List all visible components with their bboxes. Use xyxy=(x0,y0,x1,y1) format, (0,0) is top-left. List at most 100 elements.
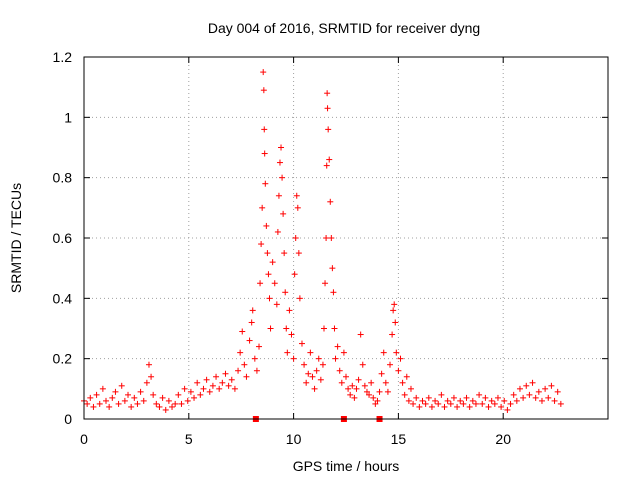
data-point xyxy=(239,328,246,335)
data-point xyxy=(403,373,410,380)
data-point xyxy=(301,361,308,368)
data-point xyxy=(476,391,483,398)
data-point xyxy=(243,373,250,380)
data-point xyxy=(282,289,289,296)
data-point xyxy=(349,382,356,389)
data-point xyxy=(90,403,97,410)
data-point xyxy=(278,144,285,151)
data-point xyxy=(96,400,103,407)
data-point xyxy=(125,391,132,398)
data-point xyxy=(298,340,305,347)
data-point xyxy=(328,235,335,241)
data-point xyxy=(172,400,179,407)
data-point xyxy=(323,162,330,169)
data-point xyxy=(143,379,150,386)
data-point xyxy=(395,367,402,374)
data-point xyxy=(447,400,454,407)
data-point xyxy=(523,382,530,389)
data-point xyxy=(322,280,329,287)
data-point xyxy=(472,400,479,407)
data-point xyxy=(274,228,281,235)
data-point xyxy=(405,397,412,404)
data-point xyxy=(260,69,267,76)
data-point xyxy=(137,388,144,395)
data-point xyxy=(353,385,360,392)
data-point xyxy=(280,210,287,217)
data-point xyxy=(209,382,216,389)
data-point xyxy=(441,403,448,410)
data-point xyxy=(303,379,310,386)
data-point xyxy=(246,337,253,344)
data-point xyxy=(482,394,489,401)
data-point xyxy=(165,397,172,404)
data-point xyxy=(410,400,417,407)
data-point xyxy=(315,355,322,362)
data-point xyxy=(263,222,270,229)
plot-frame xyxy=(83,56,609,420)
data-point xyxy=(273,301,280,308)
data-point xyxy=(435,400,442,407)
data-point xyxy=(118,382,125,389)
data-point xyxy=(150,391,157,398)
data-point xyxy=(351,394,358,401)
data-point xyxy=(389,331,396,338)
data-point xyxy=(275,192,282,199)
data-point xyxy=(338,379,345,386)
data-point xyxy=(551,397,558,404)
data-point xyxy=(219,379,226,386)
data-point xyxy=(222,370,229,377)
data-point xyxy=(513,397,520,404)
data-point xyxy=(115,400,122,407)
data-point xyxy=(376,388,383,395)
data-point xyxy=(228,376,235,383)
data-point xyxy=(504,406,511,413)
data-point xyxy=(283,325,290,332)
data-point xyxy=(134,400,141,407)
data-point xyxy=(84,400,91,407)
data-point xyxy=(264,250,271,257)
data-points xyxy=(81,69,564,413)
data-point xyxy=(469,397,476,404)
data-point xyxy=(391,301,398,308)
data-point xyxy=(178,400,185,407)
data-point xyxy=(259,204,266,211)
data-point xyxy=(355,376,362,383)
data-point xyxy=(279,174,286,181)
data-point xyxy=(479,400,486,407)
data-point xyxy=(361,382,368,389)
data-point xyxy=(288,331,295,338)
data-point xyxy=(191,394,198,401)
data-point xyxy=(309,373,316,380)
data-point xyxy=(200,385,207,392)
data-point xyxy=(267,325,274,332)
data-point xyxy=(399,379,406,386)
data-point xyxy=(463,394,470,401)
data-point xyxy=(542,385,549,392)
y-tick-label: 1.2 xyxy=(53,49,73,65)
chart-title: Day 004 of 2016, SRMTID for receiver dyn… xyxy=(208,20,480,36)
data-point xyxy=(340,349,347,356)
y-tick-label: 0.2 xyxy=(53,351,73,367)
data-point xyxy=(444,397,451,404)
data-point xyxy=(131,394,138,401)
data-point xyxy=(225,382,232,389)
data-point xyxy=(416,403,423,410)
data-point xyxy=(87,394,94,401)
data-point xyxy=(231,385,238,392)
data-point xyxy=(145,361,152,368)
data-point xyxy=(485,403,492,410)
grid xyxy=(84,57,608,419)
data-point xyxy=(548,382,555,389)
data-point xyxy=(251,355,258,362)
data-point xyxy=(319,361,326,368)
x-tick-label: 5 xyxy=(185,431,193,447)
data-point xyxy=(457,397,464,404)
y-tick-label: 0 xyxy=(64,411,72,427)
data-point xyxy=(545,394,552,401)
data-point xyxy=(121,397,128,404)
data-point xyxy=(169,403,176,410)
data-point xyxy=(206,388,213,395)
data-point xyxy=(253,367,260,374)
y-tick-label: 0.4 xyxy=(53,290,73,306)
data-point xyxy=(99,385,106,392)
